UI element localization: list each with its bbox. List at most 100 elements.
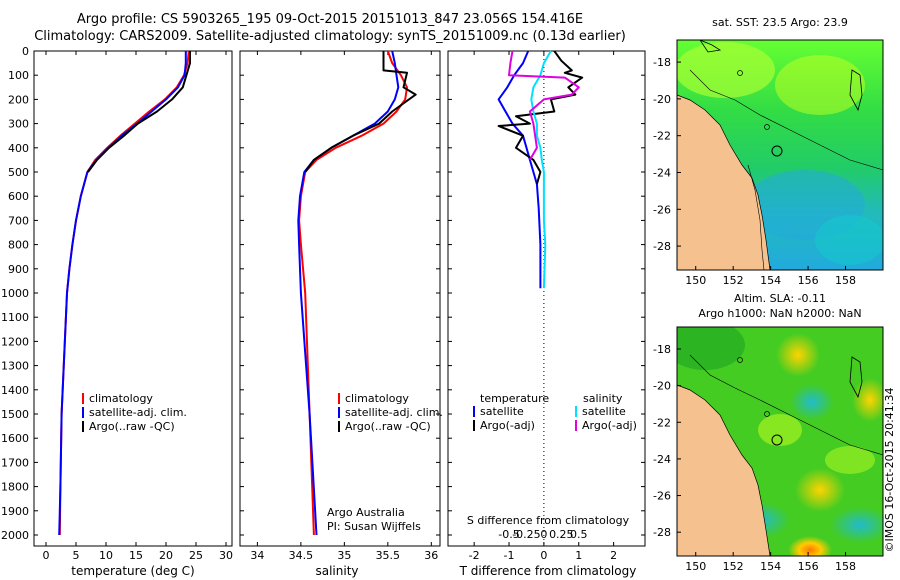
- map-x-tick-label: 152: [723, 274, 744, 287]
- x-tick-label: 20: [159, 549, 173, 562]
- y-tick-label: 500: [8, 166, 29, 179]
- y-tick-label: 1800: [1, 481, 29, 494]
- series-line-s-satellite: [530, 50, 552, 289]
- float-program-annotation: Argo Australia: [327, 506, 405, 519]
- x-tick-label: 25: [189, 549, 203, 562]
- x-tick-label: 10: [99, 549, 113, 562]
- figure-title-line1: Argo profile: CS 5903265_195 09-Oct-2015…: [76, 12, 584, 27]
- y-tick-label: 0: [22, 45, 29, 58]
- legend-label-argo: Argo(..raw -QC): [345, 420, 431, 433]
- map-x-tick-label: 154: [760, 274, 781, 287]
- x-tick-label: 1: [575, 549, 582, 562]
- y-tick-label: 1700: [1, 456, 29, 469]
- map-x-tick-label: 152: [723, 560, 744, 573]
- series-line-satellite-adj-clim-: [58, 51, 187, 536]
- y-tick-label: 1100: [1, 311, 29, 324]
- legend-title-salinity: salinity: [583, 392, 623, 405]
- legend-label-satellite: satellite-adj. clim.: [345, 406, 443, 419]
- map-y-tick-label: -24: [653, 166, 671, 179]
- map-y-tick-label: -18: [653, 343, 671, 356]
- imos-credit: ©IMOS 16-Oct-2015 20:41:34: [883, 387, 896, 552]
- x-tick-label: 34.5: [289, 549, 314, 562]
- sst-map-frame: [676, 39, 884, 271]
- map-y-tick-label: -24: [653, 453, 671, 466]
- map-y-tick-label: -22: [653, 416, 671, 429]
- y-tick-label: 900: [8, 263, 29, 276]
- temperature-axis-label: temperature (deg C): [71, 564, 194, 578]
- y-tick-label: 700: [8, 214, 29, 227]
- x-tick-label: 35.5: [376, 549, 401, 562]
- x-tick-label: -2: [469, 549, 480, 562]
- y-tick-label: 400: [8, 142, 29, 155]
- map-x-tick-label: 150: [685, 560, 706, 573]
- australia-land: [677, 94, 771, 270]
- legend-label-t-argo: Argo(-adj): [480, 419, 535, 432]
- difference-panel-frame: [447, 50, 646, 547]
- sst-map-title: sat. SST: 23.5 Argo: 23.9: [712, 16, 848, 29]
- figure-title-line2: Climatology: CARS2009. Satellite-adjuste…: [34, 29, 626, 44]
- y-tick-label: 2000: [1, 529, 29, 542]
- difference-legend: temperature salinity satellite Argo(-adj…: [467, 392, 637, 527]
- map-y-tick-label: -26: [653, 203, 671, 216]
- sla-map-field: [677, 327, 883, 556]
- s-difference-axis-label: S difference from climatology: [467, 514, 630, 527]
- x-tick-label: 35: [337, 549, 351, 562]
- y-tick-label: 1600: [1, 432, 29, 445]
- map-y-tick-label: -22: [653, 130, 671, 143]
- map-y-tick-label: -20: [653, 93, 671, 106]
- salinity-panel-frame: [239, 50, 441, 547]
- map-x-tick-label: 158: [835, 560, 856, 573]
- y-tick-label: 1300: [1, 360, 29, 373]
- legend-label-s-satellite: satellite: [582, 405, 626, 418]
- y-tick-label: 1500: [1, 408, 29, 421]
- legend-label-s-argo: Argo(-adj): [582, 419, 637, 432]
- legend-label-argo: Argo(..raw -QC): [89, 420, 175, 433]
- series-line-argo-raw-qc-: [87, 51, 191, 173]
- x-tick-label: 36: [424, 549, 438, 562]
- x-tick-label: 15: [129, 549, 143, 562]
- y-tick-label: 1900: [1, 505, 29, 518]
- legend-label-climatology: climatology: [345, 392, 409, 405]
- t-difference-axis-label: T difference from climatology: [459, 564, 637, 578]
- map-y-tick-label: -28: [653, 526, 671, 539]
- y-tick-label: 300: [8, 118, 29, 131]
- y-tick-label: 800: [8, 239, 29, 252]
- temperature-legend: climatology satellite-adj. clim. Argo(..…: [82, 392, 187, 433]
- y-tick-label: 1200: [1, 335, 29, 348]
- sla-map-subtitle: Argo h1000: NaN h2000: NaN: [698, 307, 861, 320]
- series-line-t-argo-adj-: [497, 50, 584, 185]
- y-tick-label: 1000: [1, 287, 29, 300]
- y-tick-label: 200: [8, 93, 29, 106]
- map-y-tick-label: -26: [653, 490, 671, 503]
- series-line-s-argo-adj-: [508, 50, 580, 161]
- x-tick-label: 5: [73, 549, 80, 562]
- temperature-panel-frame: [33, 50, 233, 547]
- x-tick-label: 2: [610, 549, 617, 562]
- sst-map-field: [677, 40, 883, 270]
- legend-label-climatology: climatology: [89, 392, 153, 405]
- salinity-axis-label: salinity: [315, 564, 358, 578]
- s-tick-label: 0.5: [570, 528, 588, 541]
- y-tick-label: 1400: [1, 384, 29, 397]
- argo-position-marker: [771, 145, 783, 157]
- y-tick-label: 600: [8, 190, 29, 203]
- s-tick-label: -0.25: [512, 528, 540, 541]
- x-tick-label: 30: [219, 549, 233, 562]
- legend-label-t-satellite: satellite: [480, 405, 524, 418]
- series-line-climatology: [298, 50, 408, 536]
- s-tick-label: 0.25: [549, 528, 574, 541]
- s-tick-label: -0.5: [498, 528, 519, 541]
- map-x-tick-label: 154: [760, 560, 781, 573]
- sla-map-title: Altim. SLA: -0.11: [734, 292, 826, 305]
- legend-title-temperature: temperature: [480, 392, 549, 405]
- map-y-tick-label: -20: [653, 380, 671, 393]
- sla-map-frame: [676, 326, 884, 557]
- salinity-legend: climatology satellite-adj. clim. Argo(..…: [327, 392, 443, 533]
- map-x-tick-label: 156: [798, 560, 819, 573]
- y-tick-label: 100: [8, 69, 29, 82]
- map-x-tick-label: 150: [685, 274, 706, 287]
- legend-label-satellite: satellite-adj. clim.: [89, 406, 187, 419]
- map-x-tick-label: 158: [835, 274, 856, 287]
- series-line-climatology: [58, 50, 190, 536]
